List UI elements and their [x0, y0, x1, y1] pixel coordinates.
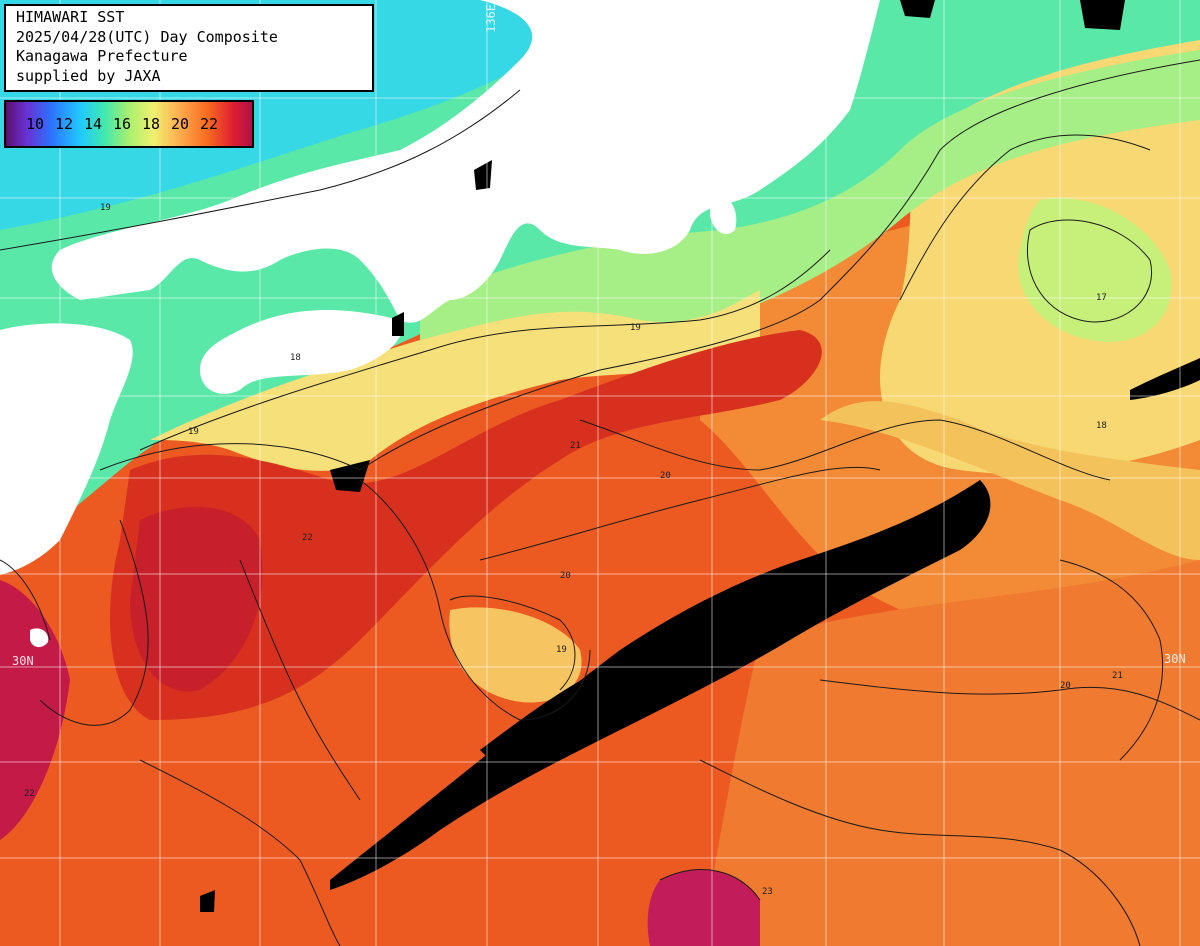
contour-label: 19 — [556, 645, 567, 655]
legend-tick: 22 — [200, 115, 219, 133]
lat-label-right: 30N — [1164, 652, 1186, 666]
land-honshu — [51, 0, 881, 323]
legend-tick: 20 — [171, 115, 190, 133]
contour-labels: 19 18 17 19 20 21 22 20 19 18 21 20 19 2… — [24, 203, 1123, 897]
sst-region-pale-blob — [449, 607, 582, 703]
contour-label: 19 — [630, 323, 641, 333]
title-box: HIMAWARI SST 2025/04/28(UTC) Day Composi… — [4, 4, 374, 92]
contour-label: 19 — [100, 203, 111, 213]
sst-region-cool-patch-east — [1018, 198, 1172, 342]
cloud-mask — [200, 0, 1200, 912]
lon-label-top: 136E — [484, 4, 498, 33]
legend-tick: 14 — [84, 115, 103, 133]
sst-region-yellow-band — [820, 401, 1200, 560]
land-izu — [710, 197, 737, 235]
color-legend: 10 12 14 16 18 20 22 — [4, 100, 254, 148]
legend-tick: 10 — [26, 115, 45, 133]
sst-region-pale-coastal — [150, 290, 760, 471]
title-line-credit: supplied by JAXA — [16, 66, 161, 85]
contour-label: 22 — [24, 789, 35, 799]
legend-tick: 18 — [142, 115, 161, 133]
land-shikoku — [200, 310, 402, 394]
contour-label: 18 — [1096, 421, 1107, 431]
contour-label: 20 — [560, 571, 571, 581]
land-island-small — [30, 628, 49, 648]
contour-label: 20 — [660, 471, 671, 481]
contour-label: 21 — [570, 441, 581, 451]
sst-region-light-green-band — [420, 50, 1200, 360]
title-line-region: Kanagawa Prefecture — [16, 47, 188, 65]
sst-region-kuroshio-core — [130, 506, 263, 692]
contour-label: 17 — [1096, 293, 1107, 303]
legend-tick: 16 — [113, 115, 132, 133]
isotherm-contours — [0, 59, 1200, 946]
sst-region-warm-west — [0, 580, 70, 840]
legend-tick: 12 — [55, 115, 74, 133]
legend-ticks: 10 12 14 16 18 20 22 — [26, 115, 229, 133]
contour-label: 18 — [290, 353, 301, 363]
sst-region-warm-south — [647, 869, 760, 946]
title-line-date: 2025/04/28(UTC) Day Composite — [16, 27, 278, 46]
contour-label: 21 — [1112, 671, 1123, 681]
land-kyushu — [0, 323, 133, 575]
sst-region-kuroshio — [110, 330, 822, 720]
lat-label-left: 30N — [12, 654, 34, 668]
contour-label: 20 — [1060, 681, 1071, 691]
contour-label: 23 — [762, 887, 773, 897]
contour-label: 22 — [302, 533, 313, 543]
sst-region-orange-lower-east — [700, 560, 1200, 946]
title-line-satellite: HIMAWARI SST — [16, 8, 125, 26]
contour-label: 19 — [188, 427, 199, 437]
